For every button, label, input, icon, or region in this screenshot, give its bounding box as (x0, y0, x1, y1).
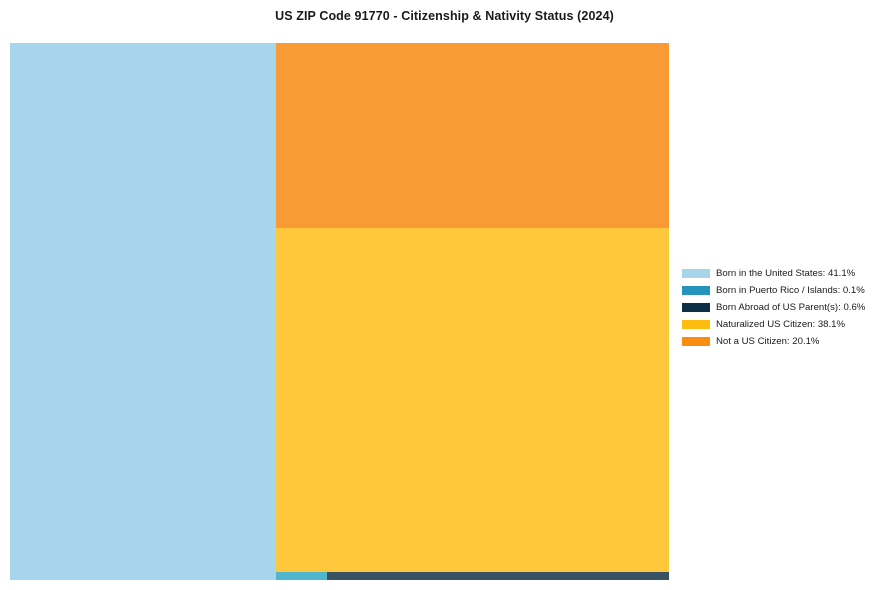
legend-item-label: Born in the United States: 41.1% (716, 268, 856, 279)
legend-item-label: Not a US Citizen: 20.1% (716, 336, 820, 347)
legend-swatch-icon (682, 302, 710, 313)
treemap-tile[interactable]: Naturalized US Citizen (276, 228, 669, 572)
legend-item[interactable]: Born in Puerto Rico / Islands: 0.1% (682, 282, 882, 299)
legend-item-label: Born in Puerto Rico / Islands: 0.1% (716, 285, 865, 296)
legend-item[interactable]: Born in the United States: 41.1% (682, 265, 882, 282)
treemap-tile[interactable]: Not a US Citizen (276, 43, 669, 228)
treemap-tile[interactable]: Born Abroad of US Parent(s) (327, 572, 669, 580)
page-title: US ZIP Code 91770 - Citizenship & Nativi… (275, 9, 614, 23)
legend-swatch-icon (682, 285, 710, 296)
treemap-plot-area: Born in the United StatesNot a US Citize… (10, 43, 669, 580)
legend-swatch-icon (682, 268, 710, 279)
legend-item[interactable]: Naturalized US Citizen: 38.1% (682, 316, 882, 333)
legend-item-label: Born Abroad of US Parent(s): 0.6% (716, 302, 866, 313)
legend-item-label: Naturalized US Citizen: 38.1% (716, 319, 846, 330)
legend-item[interactable]: Born Abroad of US Parent(s): 0.6% (682, 299, 882, 316)
treemap-tile[interactable]: Born in the United States (10, 43, 276, 580)
legend-item[interactable]: Not a US Citizen: 20.1% (682, 333, 882, 350)
chart-legend: Born in the United States: 41.1% Born in … (682, 265, 882, 350)
legend-swatch-icon (682, 319, 710, 330)
legend-swatch-icon (682, 336, 710, 347)
treemap-tile[interactable]: Born in Puerto Rico / Islands (276, 572, 327, 580)
